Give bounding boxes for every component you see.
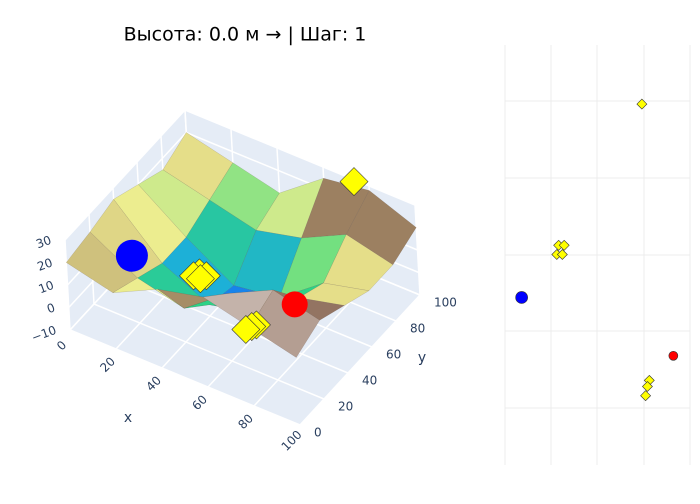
obstacle-map (558, 239, 570, 251)
y-tick-label: 40 (362, 374, 377, 388)
chart-title: Высота: 0.0 м → | Шаг: 1 (124, 24, 367, 46)
z-tick-label: 10 (37, 278, 56, 296)
x-tick-label: 80 (235, 411, 256, 432)
z-tick-label: 20 (35, 255, 54, 273)
grid-line (299, 294, 421, 426)
obstacle-3d (231, 315, 261, 344)
obstacle-map (636, 98, 648, 110)
x-tick-label: 100 (279, 428, 305, 454)
y-tick-label: 60 (386, 348, 401, 362)
goal-3d (281, 291, 308, 318)
goal-map (668, 351, 679, 361)
surface-patch (345, 190, 417, 266)
grid-line (184, 109, 416, 206)
x-tick-label: 40 (143, 373, 164, 394)
obstacle-3d (339, 167, 369, 197)
x-tick-label: 20 (97, 354, 118, 375)
obstacle-3d (186, 264, 215, 294)
y-tick-label: 20 (338, 400, 353, 414)
grid-line (117, 277, 349, 374)
obstacle-map (556, 249, 568, 260)
y-tick-label: 0 (314, 426, 322, 440)
map-grid (504, 45, 691, 465)
x-tick-label: 0 (54, 338, 69, 353)
y-axis-title: y (418, 350, 426, 366)
agent-3d (115, 239, 148, 272)
grid-line (64, 109, 186, 241)
grid-line (93, 303, 325, 400)
x-tick-label: 60 (189, 392, 210, 413)
x-axis-title: x (124, 410, 132, 426)
surface-patch (298, 282, 370, 306)
obstacle-map (642, 381, 653, 392)
y-tick-label: 80 (410, 322, 425, 336)
agent-map (515, 291, 528, 304)
y-tick-label: 100 (434, 296, 457, 310)
z-tick-label: 0 (45, 300, 57, 316)
surface-patch (249, 289, 320, 358)
obstacle-map (640, 390, 652, 402)
grid-line (69, 329, 301, 426)
surface-patch (323, 234, 394, 292)
z-tick-label: 30 (34, 233, 53, 251)
z-tick-label: −10 (30, 323, 59, 345)
